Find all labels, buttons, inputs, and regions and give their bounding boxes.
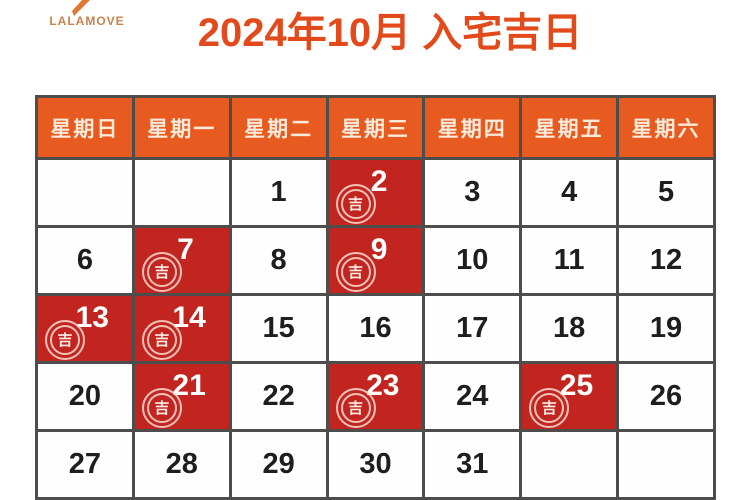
day-cell-22: 22	[228, 361, 329, 432]
day-number: 30	[359, 448, 392, 480]
empty-cell	[35, 157, 135, 228]
day-number: 12	[649, 244, 683, 276]
lucky-stamp-icon: 吉	[45, 320, 85, 360]
day-number: 19	[649, 312, 683, 344]
weekday-header: 星期四	[422, 95, 523, 160]
day-number: 27	[68, 448, 102, 480]
weekday-header: 星期一	[131, 95, 232, 160]
day-number: 3	[464, 176, 481, 208]
empty-cell	[519, 429, 620, 500]
day-number: 17	[456, 312, 489, 344]
day-cell-12: 12	[616, 225, 716, 296]
lalamove-logo: LALAMOVE	[32, 0, 142, 28]
day-number: 1	[270, 176, 287, 208]
lucky-stamp-icon: 吉	[335, 388, 376, 428]
day-number: 15	[262, 312, 295, 344]
weekday-header: 星期六	[616, 95, 716, 160]
day-number: 8	[270, 244, 287, 276]
day-number: 24	[456, 380, 489, 412]
day-number: 5	[657, 176, 675, 208]
day-cell-10: 10	[422, 225, 523, 296]
empty-cell	[131, 157, 232, 228]
day-cell-17: 17	[422, 293, 523, 364]
calendar-table: 星期日 星期一 星期二 星期三 星期四 星期五 星期六 1 2 吉 3 4 5 6 7 吉 8 9 吉 10 11 12…	[35, 95, 716, 500]
lalamove-bolt-icon	[72, 0, 90, 16]
lucky-day-cell-13: 13 吉	[35, 293, 135, 364]
weekday-header-row: 星期日 星期一 星期二 星期三 星期四 星期五 星期六	[35, 95, 716, 160]
lucky-day-cell-25: 25 吉	[519, 361, 620, 432]
day-number: 31	[456, 448, 489, 480]
weekday-header: 星期三	[325, 95, 426, 160]
weekday-header: 星期日	[35, 95, 135, 160]
day-cell-26: 26	[616, 361, 716, 432]
weekday-header: 星期五	[519, 95, 620, 160]
day-number: 29	[262, 448, 295, 480]
day-number: 22	[262, 380, 295, 412]
day-number: 7	[177, 233, 194, 266]
day-number: 20	[68, 380, 102, 412]
day-number: 9	[370, 233, 388, 266]
lalamove-logo-text: LALAMOVE	[49, 14, 125, 28]
lucky-day-cell-21: 21 吉	[131, 361, 232, 432]
day-cell-20: 20	[35, 361, 135, 432]
empty-cell	[616, 429, 716, 500]
day-number: 18	[553, 312, 586, 344]
lucky-stamp-icon: 吉	[141, 320, 182, 360]
day-number: 2	[370, 165, 388, 198]
day-cell-4: 4	[519, 157, 620, 228]
calendar-week-row: 20 21 吉 22 23 吉 24 25 吉 26	[35, 361, 716, 432]
lucky-stamp-icon: 吉	[335, 184, 376, 224]
day-cell-5: 5	[616, 157, 716, 228]
day-number: 26	[649, 380, 683, 412]
day-cell-3: 3	[422, 157, 523, 228]
day-number: 28	[165, 448, 198, 480]
day-cell-1: 1	[228, 157, 329, 228]
day-cell-29: 29	[228, 429, 329, 500]
day-cell-18: 18	[519, 293, 620, 364]
day-cell-8: 8	[228, 225, 329, 296]
day-number: 11	[553, 244, 585, 276]
day-cell-11: 11	[519, 225, 620, 296]
calendar-week-row: 13 吉 14 吉 15 16 17 18 19	[35, 293, 716, 364]
day-number: 16	[359, 312, 392, 344]
calendar-week-row: 6 7 吉 8 9 吉 10 11 12	[35, 225, 716, 296]
day-cell-15: 15	[228, 293, 329, 364]
day-cell-19: 19	[616, 293, 716, 364]
page-title: 2024年10月 入宅吉日	[197, 11, 583, 55]
day-cell-27: 27	[35, 429, 135, 500]
day-number: 6	[76, 244, 93, 276]
lucky-stamp-icon: 吉	[141, 252, 182, 292]
day-number: 10	[456, 244, 489, 276]
lucky-stamp-icon: 吉	[141, 388, 182, 428]
calendar-week-row: 27 28 29 30 31	[35, 429, 716, 500]
day-cell-16: 16	[325, 293, 426, 364]
day-cell-31: 31	[422, 429, 523, 500]
weekday-header: 星期二	[228, 95, 329, 160]
day-cell-28: 28	[131, 429, 232, 500]
lucky-stamp-icon: 吉	[335, 252, 376, 292]
day-cell-30: 30	[325, 429, 426, 500]
day-number: 4	[561, 176, 578, 208]
lucky-day-cell-14: 14 吉	[131, 293, 232, 364]
lucky-stamp-icon: 吉	[529, 388, 570, 428]
lucky-day-cell-23: 23 吉	[325, 361, 426, 432]
day-cell-6: 6	[35, 225, 135, 296]
day-cell-24: 24	[422, 361, 523, 432]
